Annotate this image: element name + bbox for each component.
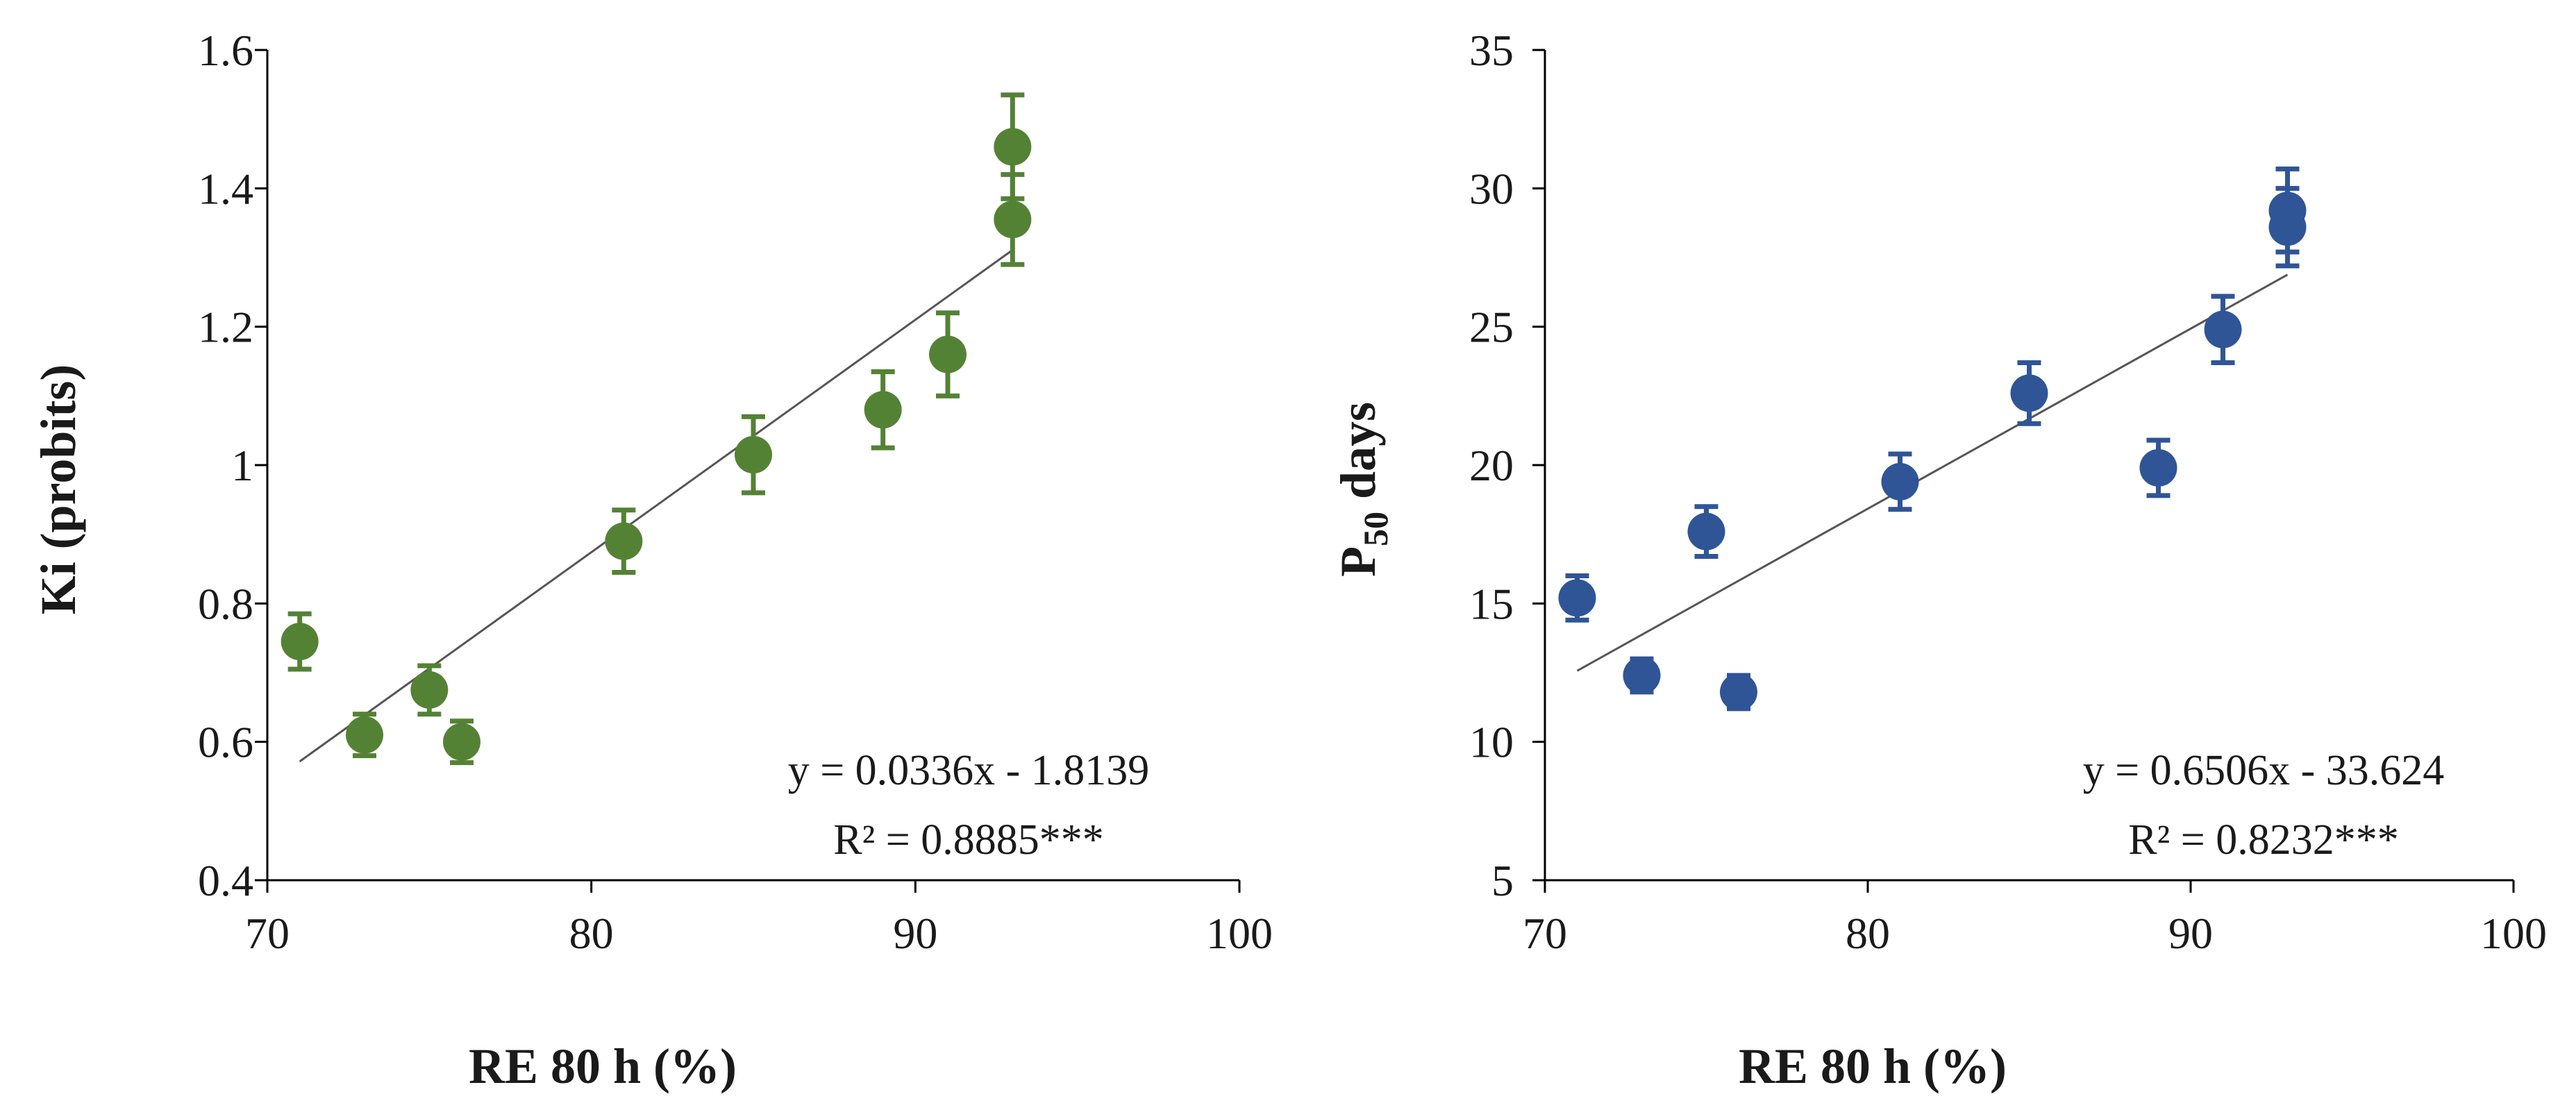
p50-x-tick-label: 70: [1523, 909, 1567, 958]
p50-x-axis-title: RE 80 h (%): [1739, 1038, 2007, 1094]
p50-y-tick-label: 10: [1469, 718, 1514, 767]
ki-marker: [443, 723, 480, 761]
ki-marker: [281, 623, 319, 661]
p50-marker: [1881, 462, 1919, 501]
ki-marker: [735, 436, 772, 474]
ki-x-axis: 70 80 90 100: [245, 879, 1273, 958]
p50-marker: [1720, 673, 1757, 711]
p50-x-tick-label: 80: [1846, 909, 1890, 958]
ki-point: [443, 718, 480, 766]
p50-marker: [2204, 310, 2242, 348]
p50-data-points: [1558, 166, 2307, 712]
p50-y-axis: 5 10 15 20 25 30 35: [1469, 26, 1546, 905]
ki-y-tick-label: 1.4: [198, 164, 253, 213]
ki-equation: y = 0.0336x - 1.8139: [788, 747, 1150, 794]
p50-trendline: [1576, 274, 2289, 672]
ki-point: [346, 712, 383, 759]
p50-trendline-line: [1576, 274, 2289, 672]
ki-point: [864, 369, 902, 451]
ki-data-points: [281, 92, 1032, 766]
chart-ki: 0.4 0.6 0.8 1 1.2 1.4 1.6 70 80 90 100 RE 80 h (%…: [31, 26, 1273, 1094]
p50-marker: [2268, 192, 2307, 230]
p50-point: [2010, 360, 2048, 426]
p50-equation: y = 0.6506x - 33.624: [2083, 747, 2445, 794]
p50-y-tick-label: 20: [1469, 441, 1514, 490]
ki-point: [735, 414, 772, 496]
p50-x-tick-label: 100: [2480, 909, 2547, 958]
p50-point: [1558, 573, 1596, 623]
p50-marker: [2139, 448, 2177, 487]
ki-marker: [605, 522, 643, 560]
ki-x-tick-label: 100: [1206, 909, 1273, 958]
p50-marker: [1623, 656, 1661, 694]
ki-trendline: [299, 249, 1014, 763]
p50-marker: [1558, 579, 1596, 617]
p50-y-axis-title-subscript: 50: [1356, 512, 1395, 546]
ki-y-axis-title: Ki (probits): [31, 364, 86, 615]
ki-y-tick-label: 0.4: [198, 856, 253, 905]
ki-marker: [410, 671, 449, 709]
ki-trendline-line: [299, 249, 1014, 763]
ki-point: [410, 663, 449, 717]
ki-y-tick-label: 0.8: [198, 579, 253, 628]
p50-y-tick-label: 5: [1491, 856, 1514, 905]
ki-point: [605, 507, 643, 575]
ki-point: [281, 611, 319, 672]
ki-r-squared: R² = 0.8885***: [833, 816, 1103, 864]
ki-x-tick-label: 90: [893, 909, 937, 958]
ki-x-tick-label: 80: [569, 909, 614, 958]
p50-y-axis-title: P50 days: [1330, 402, 1395, 577]
p50-x-tick-label: 90: [2168, 909, 2213, 958]
p50-y-axis-title-main: P: [1330, 546, 1386, 577]
p50-r-squared: R² = 0.8232***: [2128, 816, 2398, 864]
p50-point: [2139, 437, 2177, 498]
ki-y-axis: 0.4 0.6 0.8 1 1.2 1.4 1.6: [198, 26, 269, 905]
p50-y-tick-label: 15: [1469, 579, 1514, 628]
p50-point: [1881, 451, 1919, 512]
ki-y-tick-label: 1.6: [198, 26, 253, 75]
ki-marker: [864, 391, 902, 429]
ki-marker: [994, 201, 1032, 239]
p50-point: [1687, 504, 1725, 560]
p50-y-tick-label: 25: [1469, 303, 1514, 352]
p50-x-axis: 70 80 90 100: [1523, 879, 2547, 958]
p50-y-tick-label: 35: [1469, 26, 1514, 75]
p50-y-tick-label: 30: [1469, 164, 1514, 213]
p50-point: [1623, 656, 1661, 695]
ki-y-tick-label: 1.2: [198, 303, 253, 352]
p50-point: [2204, 294, 2242, 365]
ki-point: [994, 92, 1032, 201]
p50-marker: [1687, 512, 1725, 550]
p50-point: [1720, 673, 1757, 712]
ki-x-tick-label: 70: [245, 909, 290, 958]
p50-y-axis-title-tail: days: [1330, 402, 1386, 512]
ki-y-tick-label: 0.6: [198, 718, 253, 767]
ki-marker: [346, 716, 383, 754]
ki-marker: [994, 128, 1032, 166]
ki-y-tick-label: 1: [231, 441, 253, 490]
p50-point: [2268, 166, 2307, 255]
ki-x-axis-title: RE 80 h (%): [469, 1038, 737, 1094]
ki-marker: [929, 335, 967, 373]
chart-p50: 5 10 15 20 25 30 35 70 80 90 100 RE 80 h (%) P50 …: [1330, 26, 2547, 1094]
p50-marker: [2010, 374, 2048, 412]
ki-point: [929, 310, 967, 398]
